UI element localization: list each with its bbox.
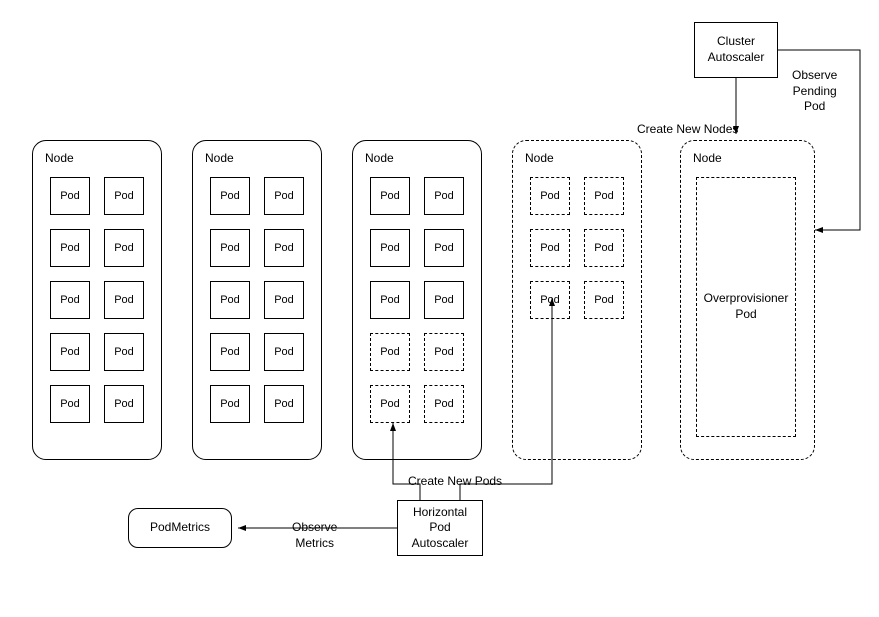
pod: Pod	[104, 333, 144, 371]
pod-pending: Pod	[530, 281, 570, 319]
label-create-new-pods: Create New Pods	[408, 474, 502, 490]
pod: Pod	[210, 229, 250, 267]
node-box-1: Node Pod Pod Pod Pod Pod Pod Pod Pod Pod…	[32, 140, 162, 460]
podmetrics-box: PodMetrics	[128, 508, 232, 548]
pod-pending: Pod	[530, 177, 570, 215]
pod: Pod	[264, 229, 304, 267]
pod: Pod	[210, 333, 250, 371]
pod-grid: Pod Pod Pod Pod Pod Pod Pod Pod Pod Pod	[201, 175, 313, 425]
pod: Pod	[104, 385, 144, 423]
pod: Pod	[424, 177, 464, 215]
label-observe-metrics: Observe Metrics	[292, 520, 337, 551]
node-label: Node	[693, 151, 806, 165]
pod: Pod	[370, 229, 410, 267]
pod: Pod	[210, 281, 250, 319]
node-label: Node	[205, 151, 313, 165]
pod-pending: Pod	[424, 385, 464, 423]
pod-pending: Pod	[584, 177, 624, 215]
node-box-5: Node Overprovisioner Pod	[680, 140, 815, 460]
pod: Pod	[424, 281, 464, 319]
node-label: Node	[365, 151, 473, 165]
pod: Pod	[104, 177, 144, 215]
pod: Pod	[210, 177, 250, 215]
pod: Pod	[50, 333, 90, 371]
pod-pending: Pod	[584, 281, 624, 319]
pod-pending: Pod	[370, 385, 410, 423]
pod-grid: Pod Pod Pod Pod Pod Pod Pod Pod Pod Pod	[361, 175, 473, 425]
pod: Pod	[104, 281, 144, 319]
pod-pending: Pod	[424, 333, 464, 371]
pod: Pod	[50, 177, 90, 215]
pod: Pod	[210, 385, 250, 423]
pod: Pod	[50, 229, 90, 267]
pod-pending: Pod	[530, 229, 570, 267]
pod: Pod	[264, 177, 304, 215]
pod-pending: Pod	[584, 229, 624, 267]
node-label: Node	[45, 151, 153, 165]
pod-grid: Pod Pod Pod Pod Pod Pod	[521, 175, 633, 321]
node-label: Node	[525, 151, 633, 165]
pod-grid: Pod Pod Pod Pod Pod Pod Pod Pod Pod Pod	[41, 175, 153, 425]
pod: Pod	[264, 385, 304, 423]
label-create-new-nodes: Create New Nodes	[637, 122, 738, 138]
cluster-autoscaler-box: Cluster Autoscaler	[694, 22, 778, 78]
node-box-3: Node Pod Pod Pod Pod Pod Pod Pod Pod Pod…	[352, 140, 482, 460]
node-box-2: Node Pod Pod Pod Pod Pod Pod Pod Pod Pod…	[192, 140, 322, 460]
pod: Pod	[50, 281, 90, 319]
node-box-4: Node Pod Pod Pod Pod Pod Pod	[512, 140, 642, 460]
pod-pending: Pod	[370, 333, 410, 371]
overprovisioner-pod: Overprovisioner Pod	[696, 177, 796, 437]
diagram-canvas: Node Pod Pod Pod Pod Pod Pod Pod Pod Pod…	[0, 0, 879, 617]
pod: Pod	[370, 281, 410, 319]
label-observe-pending-pod: Observe Pending Pod	[792, 68, 837, 115]
pod: Pod	[50, 385, 90, 423]
pod: Pod	[264, 333, 304, 371]
pod: Pod	[370, 177, 410, 215]
pod: Pod	[264, 281, 304, 319]
pod: Pod	[104, 229, 144, 267]
hpa-box: Horizontal Pod Autoscaler	[397, 500, 483, 556]
pod: Pod	[424, 229, 464, 267]
